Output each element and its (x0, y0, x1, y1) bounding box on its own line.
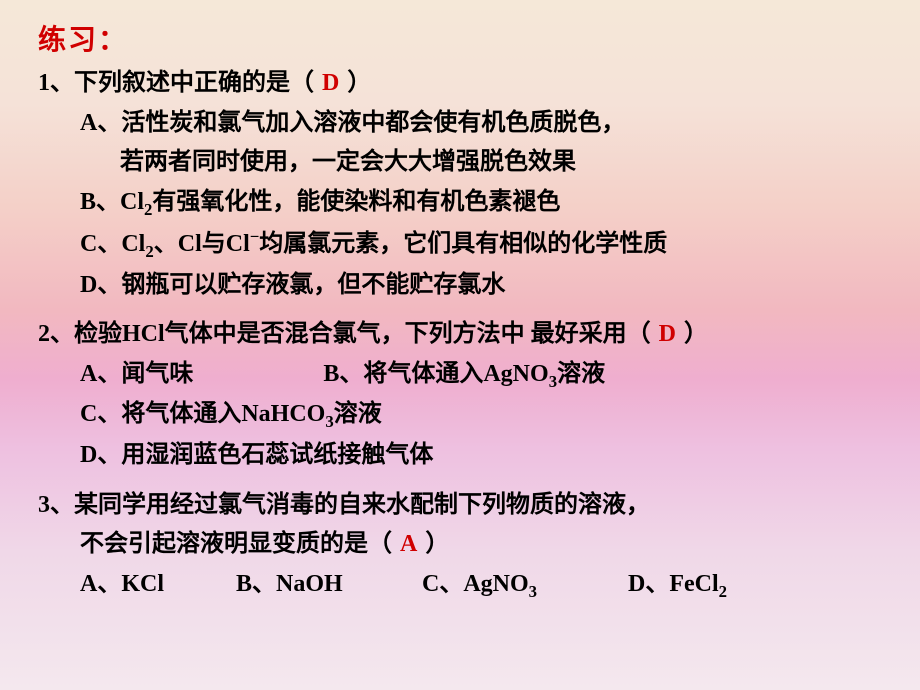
q3-stem-line1: 3、某同学用经过氯气消毒的自来水配制下列物质的溶液， (30, 486, 890, 526)
q3-option-b: B、NaOH (236, 565, 416, 605)
q1-answer: D (320, 70, 341, 96)
section-title: 练习： (38, 18, 890, 58)
q1-option-a-line2: 若两者同时使用，一定会大大增强脱色效果 (30, 143, 890, 183)
q2-stem-pre: 2、检验HCl气体中是否混合氯气，下列方法中 最好采用（ (38, 321, 657, 347)
q1-option-c: C、Cl2、Cl与Cl−均属氯元素，它们具有相似的化学性质 (30, 223, 890, 266)
question-1: 1、下列叙述中正确的是（ D ） A、活性炭和氯气加入溶液中都会使有机色质脱色，… (30, 64, 890, 305)
superscript-minus: − (250, 227, 260, 246)
q3-options-row: A、KCl B、NaOH C、AgNO3 D、FeCl2 (30, 565, 890, 606)
q1-c-pre: C、Cl (80, 231, 145, 257)
q1-b-pre: B、Cl (80, 189, 144, 215)
subscript-3: 3 (529, 582, 537, 601)
q1-option-d: D、钢瓶可以贮存液氯，但不能贮存氯水 (30, 266, 890, 306)
q1-option-a-line1: A、活性炭和氯气加入溶液中都会使有机色质脱色， (30, 104, 890, 144)
question-3: 3、某同学用经过氯气消毒的自来水配制下列物质的溶液， 不会引起溶液明显变质的是（… (30, 486, 890, 606)
q3-c-pre: C、AgNO (422, 571, 529, 597)
q2-option-a: A、闻气味 (80, 361, 193, 387)
q3-stem2-post: ） (419, 531, 449, 557)
q1-stem: 1、下列叙述中正确的是（ D ） (30, 64, 890, 104)
q2-answer: D (657, 321, 678, 347)
q2-stem: 2、检验HCl气体中是否混合氯气，下列方法中 最好采用（ D ） (30, 315, 890, 355)
q3-stem2-pre: 不会引起溶液明显变质的是（ (80, 531, 398, 557)
q1-stem-post: ） (341, 70, 371, 96)
q2-option-d: D、用湿润蓝色石蕊试纸接触气体 (30, 436, 890, 476)
q1-option-b: B、Cl2有强氧化性，能使染料和有机色素褪色 (30, 183, 890, 224)
q2-c-post: 溶液 (334, 401, 382, 427)
q3-d-pre: D、FeCl (628, 571, 719, 597)
q2-stem-post: ） (678, 321, 708, 347)
q2-b-pre: B、将气体通入AgNO (323, 361, 548, 387)
q3-answer: A (398, 531, 419, 557)
q3-option-c: C、AgNO3 (422, 565, 622, 606)
q2-option-row-ab: A、闻气味 B、将气体通入AgNO3溶液 (30, 355, 890, 396)
q2-c-pre: C、将气体通入NaHCO (80, 401, 325, 427)
q1-c-mid: 、Cl与Cl (154, 231, 250, 257)
subscript-3: 3 (325, 412, 333, 431)
q1-b-post: 有强氧化性，能使染料和有机色素褪色 (152, 189, 560, 215)
q3-option-a: A、KCl (80, 565, 230, 605)
q2-b-post: 溶液 (557, 361, 605, 387)
q1-stem-pre: 1、下列叙述中正确的是（ (38, 70, 320, 96)
q1-c-post: 均属氯元素，它们具有相似的化学性质 (259, 231, 667, 257)
q3-option-d: D、FeCl2 (628, 565, 727, 606)
subscript-2: 2 (719, 582, 727, 601)
subscript-3: 3 (549, 372, 557, 391)
question-2: 2、检验HCl气体中是否混合氯气，下列方法中 最好采用（ D ） A、闻气味 B、… (30, 315, 890, 475)
q2-option-c: C、将气体通入NaHCO3溶液 (30, 395, 890, 436)
subscript-2: 2 (145, 242, 153, 261)
q3-stem-line2: 不会引起溶液明显变质的是（ A ） (30, 525, 890, 565)
